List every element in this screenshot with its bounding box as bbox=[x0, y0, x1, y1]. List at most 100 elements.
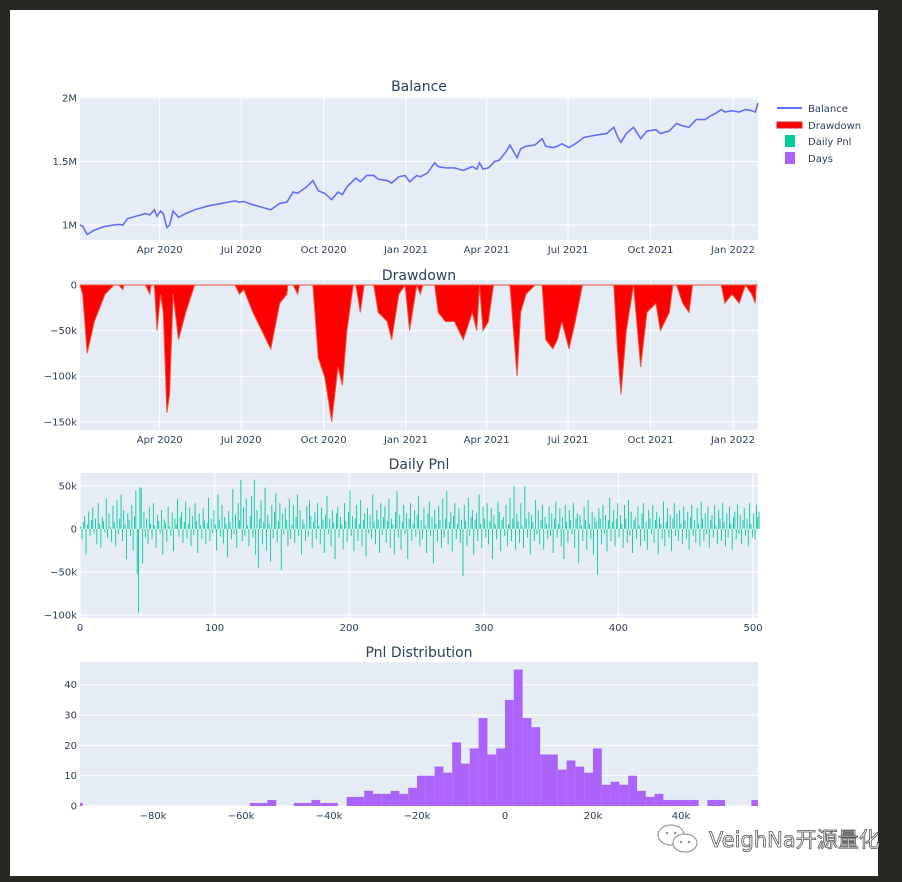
pnl-distribution-y-tick-label: 20 bbox=[64, 741, 77, 752]
legend-label-days: Days bbox=[808, 154, 833, 165]
pnl-distribution-x-tick-label: 0 bbox=[502, 811, 508, 822]
histogram-bar bbox=[751, 799, 758, 806]
histogram-bar bbox=[364, 790, 374, 806]
histogram-bar bbox=[258, 802, 268, 806]
histogram-bar bbox=[540, 754, 550, 806]
legend-item-days[interactable]: Days bbox=[785, 152, 833, 165]
histogram-bar bbox=[434, 766, 444, 806]
pnl-distribution-x-tick-label: 20k bbox=[584, 811, 603, 822]
daily-pnl-y-tick-label: 50k bbox=[58, 481, 77, 492]
histogram-bar bbox=[487, 754, 497, 806]
histogram-bar bbox=[329, 802, 338, 806]
balance-x-tick-label: Jan 2021 bbox=[383, 245, 428, 256]
histogram-bar bbox=[293, 802, 303, 806]
pnl-distribution-x-tick-label: −20k bbox=[404, 811, 431, 822]
histogram-bar bbox=[584, 772, 594, 806]
drawdown-x-tick-label: Jul 2020 bbox=[220, 435, 262, 446]
histogram-bar bbox=[637, 790, 646, 806]
drawdown-x-tick-label: Apr 2020 bbox=[137, 435, 183, 446]
histogram-bar bbox=[302, 802, 312, 806]
pnl-distribution-x-tick-label: 40k bbox=[672, 811, 691, 822]
balance-x-tick-label: Oct 2021 bbox=[628, 245, 674, 256]
histogram-bar bbox=[478, 718, 488, 806]
balance-y-tick-label: 1M bbox=[62, 221, 77, 232]
daily-pnl-y-tick-label: 0 bbox=[71, 524, 77, 535]
histogram-bar bbox=[505, 699, 514, 806]
drawdown-x-tick-label: Jul 2021 bbox=[547, 435, 589, 446]
histogram-bar bbox=[566, 760, 576, 806]
pnl-distribution-x-tick-label: −80k bbox=[140, 811, 167, 822]
daily-pnl-x-tick-label: 100 bbox=[205, 623, 224, 634]
histogram-bar bbox=[549, 754, 558, 806]
daily-pnl-x-tick-label: 300 bbox=[474, 623, 493, 634]
balance-plot-area bbox=[80, 97, 758, 240]
legend-item-daily-pnl[interactable]: Daily Pnl bbox=[785, 135, 851, 148]
balance-title: Balance bbox=[391, 79, 447, 95]
histogram-bar bbox=[408, 787, 418, 806]
drawdown-x-tick-label: Oct 2021 bbox=[628, 435, 674, 446]
balance-x-tick-label: Jan 2022 bbox=[710, 245, 755, 256]
histogram-bar bbox=[610, 781, 620, 806]
histogram-bar bbox=[425, 775, 435, 806]
daily-pnl-x-tick-label: 200 bbox=[340, 623, 359, 634]
pnl-distribution-title: Pnl Distribution bbox=[365, 645, 472, 661]
drawdown-y-tick-label: −150k bbox=[44, 417, 77, 428]
daily-pnl-y-tick-label: −100k bbox=[44, 610, 77, 621]
histogram-bar bbox=[417, 775, 426, 806]
balance-x-tick-label: Jul 2020 bbox=[220, 245, 262, 256]
legend: Balance Drawdown Daily Pnl Days bbox=[776, 104, 861, 165]
balance-y-tick-label: 1.5M bbox=[52, 157, 77, 168]
histogram-bar bbox=[443, 772, 453, 806]
histogram-bar bbox=[689, 799, 699, 806]
daily-pnl-x-tick-label: 400 bbox=[609, 623, 628, 634]
watermark: VeighNa开源量化 bbox=[655, 822, 880, 856]
histogram-bar bbox=[663, 799, 673, 806]
daily-pnl-legend-swatch bbox=[785, 135, 795, 147]
drawdown-y-tick-label: 0 bbox=[71, 281, 77, 292]
histogram-bar bbox=[531, 727, 541, 806]
histogram-bar bbox=[355, 796, 365, 806]
drawdown-x-tick-label: Oct 2020 bbox=[301, 435, 347, 446]
drawdown-legend-swatch bbox=[776, 121, 803, 129]
legend-item-balance[interactable]: Balance bbox=[777, 104, 848, 115]
balance-line bbox=[79, 102, 759, 236]
balance-x-tick-label: Apr 2020 bbox=[137, 245, 183, 256]
daily-pnl-y-tick-label: −50k bbox=[50, 567, 77, 578]
balance-y-tick-label: 2M bbox=[62, 94, 77, 105]
drawdown-area bbox=[79, 283, 758, 422]
histogram-bar bbox=[346, 796, 356, 806]
histogram-bar bbox=[461, 763, 470, 806]
histogram-bar bbox=[716, 799, 726, 806]
histogram-bar bbox=[593, 748, 602, 806]
wechat-icon bbox=[657, 824, 698, 853]
daily-pnl-plot-area bbox=[80, 473, 758, 618]
legend-label-daily-pnl: Daily Pnl bbox=[808, 137, 851, 148]
pnl-distribution-y-tick-label: 10 bbox=[64, 771, 77, 782]
daily-pnl-x-tick-label: 500 bbox=[743, 623, 762, 634]
balance-x-tick-label: Apr 2021 bbox=[464, 245, 510, 256]
histogram-bar bbox=[267, 799, 277, 806]
legend-label-drawdown: Drawdown bbox=[808, 121, 861, 132]
drawdown-y-tick-label: −100k bbox=[44, 372, 77, 383]
histogram-bar bbox=[452, 742, 462, 806]
legend-item-drawdown[interactable]: Drawdown bbox=[776, 121, 861, 132]
daily-pnl-x-tick-label: 0 bbox=[77, 623, 83, 634]
drawdown-y-tick-label: −50k bbox=[50, 326, 77, 337]
histogram-bar bbox=[373, 793, 382, 806]
histogram-bar bbox=[311, 799, 321, 806]
pnl-distribution-y-tick-label: 0 bbox=[71, 802, 77, 813]
histogram-bar bbox=[469, 748, 479, 806]
histogram-bar bbox=[575, 766, 585, 806]
histogram-bar bbox=[80, 802, 83, 806]
balance-x-tick-label: Oct 2020 bbox=[301, 245, 347, 256]
drawdown-x-tick-label: Jan 2021 bbox=[383, 435, 428, 446]
histogram-bar bbox=[654, 793, 664, 806]
drawdown-x-tick-label: Jan 2022 bbox=[710, 435, 755, 446]
histogram-bar bbox=[320, 802, 330, 806]
daily-pnl-title: Daily Pnl bbox=[389, 457, 450, 473]
pnl-distribution-y-tick-label: 40 bbox=[64, 680, 77, 691]
histogram-bar bbox=[681, 799, 690, 806]
histogram-bar bbox=[645, 796, 655, 806]
histogram-bar bbox=[513, 669, 523, 806]
histogram-bar bbox=[707, 799, 717, 806]
